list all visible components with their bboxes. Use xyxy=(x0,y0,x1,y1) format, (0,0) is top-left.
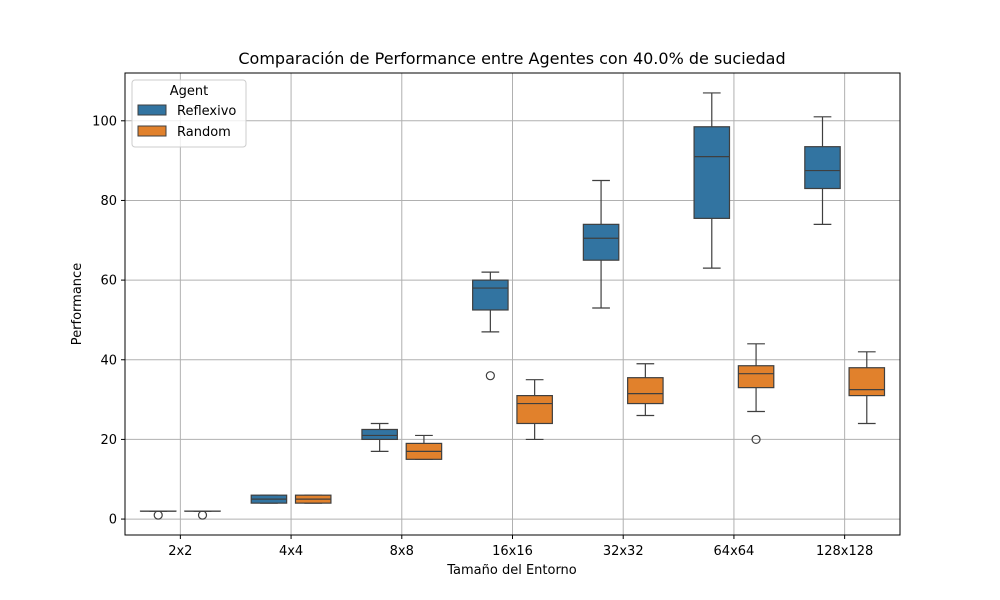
box-group xyxy=(737,343,775,445)
box-group xyxy=(472,271,509,381)
box-group xyxy=(516,379,553,441)
legend-title: Agent xyxy=(170,84,208,99)
y-tick-label: 80 xyxy=(100,194,117,209)
y-tick-label: 40 xyxy=(100,353,117,368)
box-group xyxy=(693,92,731,269)
box-iqr xyxy=(693,126,731,219)
box-group xyxy=(848,351,886,425)
x-axis-label: Tamaño del Entorno xyxy=(446,563,577,578)
box-group xyxy=(139,510,177,520)
legend-label-random: Random xyxy=(177,125,231,140)
legend-label-reflexivo: Reflexivo xyxy=(177,104,236,119)
outlier-point xyxy=(153,510,163,520)
y-axis-label: Performance xyxy=(70,263,85,345)
grid-lines xyxy=(125,73,900,535)
box-group xyxy=(627,363,664,417)
box-iqr xyxy=(472,279,509,311)
y-tick-label: 100 xyxy=(92,114,117,129)
y-tick-label: 20 xyxy=(100,433,117,448)
box-iqr xyxy=(737,365,775,389)
outlier-point xyxy=(485,371,495,381)
x-tick-label: 16x16 xyxy=(492,544,533,559)
box-iqr xyxy=(627,377,664,405)
box-iqr xyxy=(848,367,886,397)
box-group xyxy=(184,510,221,520)
box-iqr xyxy=(516,395,553,425)
x-tick-label: 8x8 xyxy=(390,544,414,559)
box-group xyxy=(250,494,288,504)
legend-swatch-random xyxy=(137,125,167,137)
box-group xyxy=(405,434,443,460)
box-iqr xyxy=(361,428,398,441)
x-tick-label: 128x128 xyxy=(816,544,873,559)
chart-title: Comparación de Performance entre Agentes… xyxy=(238,49,785,68)
box-group xyxy=(804,116,841,225)
box-iqr xyxy=(804,146,841,190)
outlier-point xyxy=(751,434,761,445)
y-tick-label: 60 xyxy=(100,274,117,289)
box-group xyxy=(582,179,620,309)
x-tick-label: 2x2 xyxy=(168,544,192,559)
box-group xyxy=(361,422,398,452)
x-tick-label: 64x64 xyxy=(714,544,755,559)
box-group xyxy=(294,494,332,504)
legend-swatch-reflexivo xyxy=(137,104,167,116)
box-series xyxy=(139,92,886,520)
axis-ticks: 0 20 40 60 80 100 2x2 4x4 8x8 16x16 32x32 64x64 128x… xyxy=(92,114,873,559)
outlier-point xyxy=(197,510,208,520)
box-iqr xyxy=(582,223,620,261)
x-tick-label: 4x4 xyxy=(279,544,303,559)
x-tick-label: 32x32 xyxy=(603,544,644,559)
y-tick-label: 0 xyxy=(109,513,117,528)
legend: Agent Reflexivo Random xyxy=(131,79,247,148)
